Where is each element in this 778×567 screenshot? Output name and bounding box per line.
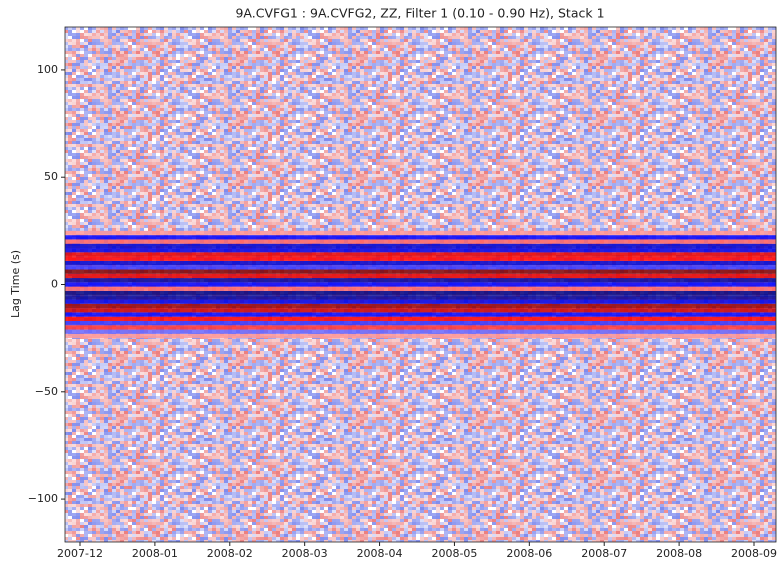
x-tick-label: 2008-02 [207, 547, 253, 560]
y-tick-label: 0 [51, 278, 58, 291]
x-tick-label: 2008-03 [282, 547, 328, 560]
heatmap-row [65, 333, 776, 339]
heatmap-row [65, 260, 776, 266]
heatmap-row [65, 303, 776, 309]
heatmap-row [65, 269, 776, 274]
x-tick-label: 2008-06 [506, 547, 552, 560]
y-tick-label: −50 [35, 385, 58, 398]
y-tick-label: 50 [44, 170, 58, 183]
x-tick-label: 2007-12 [57, 547, 103, 560]
y-tick-label: −100 [28, 492, 58, 505]
heatmap-row [65, 286, 776, 291]
heatmap-row [65, 248, 776, 253]
heatmap-row [65, 299, 776, 304]
x-tick-label: 2008-09 [731, 547, 777, 560]
heatmap-row [65, 235, 776, 240]
heatmap-row [65, 273, 776, 279]
heatmap-row [65, 290, 776, 296]
heatmap-row [65, 230, 776, 236]
heatmap-row [65, 243, 776, 249]
heatmap-row [65, 325, 776, 330]
heatmap-row [65, 329, 776, 334]
x-tick-label: 2008-04 [357, 547, 403, 560]
y-tick-label: 100 [37, 63, 58, 76]
heatmap-row [65, 256, 776, 261]
heatmap-row [65, 282, 776, 287]
heatmap-row [65, 239, 776, 244]
heatmap-row [65, 252, 776, 257]
heatmap-row [65, 312, 776, 317]
chart-title: 9A.CVFG1 : 9A.CVFG2, ZZ, Filter 1 (0.10 … [235, 6, 604, 21]
heatmap-row [65, 265, 776, 270]
x-tick-label: 2008-08 [656, 547, 702, 560]
x-tick-label: 2008-01 [132, 547, 178, 560]
x-tick-label: 2008-07 [581, 547, 627, 560]
heatmap-row [65, 308, 776, 313]
heatmap-row [65, 316, 776, 321]
x-tick-label: 2008-05 [431, 547, 477, 560]
heatmap-row [65, 295, 776, 300]
heatmap-row [65, 320, 776, 326]
y-axis-label: Lag Time (s) [9, 250, 22, 318]
heatmap-row [65, 278, 776, 283]
plot-area [65, 230, 776, 339]
